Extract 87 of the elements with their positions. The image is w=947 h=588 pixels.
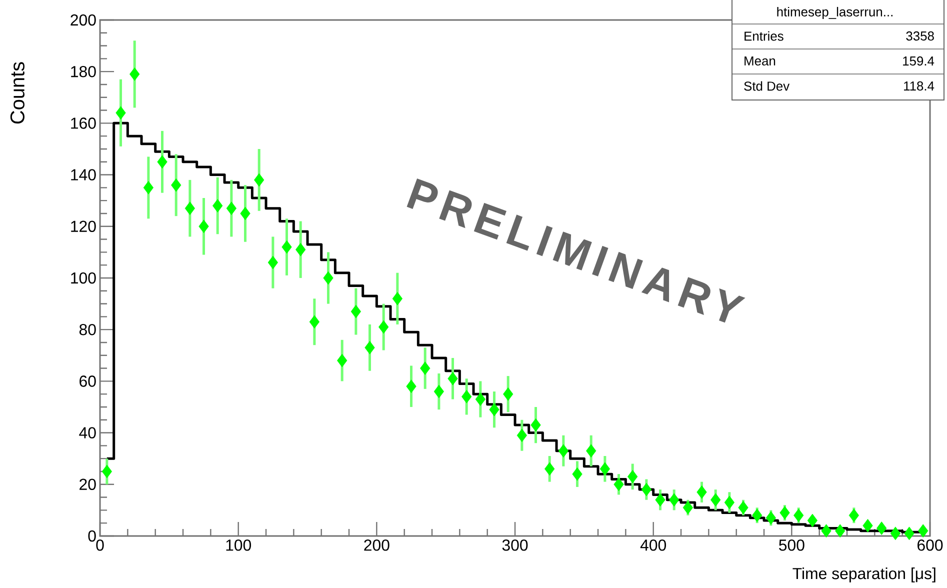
point [572, 467, 582, 481]
point [378, 320, 389, 334]
point [309, 315, 320, 329]
point [406, 380, 416, 394]
point [296, 242, 306, 256]
point [682, 500, 694, 514]
point [710, 493, 721, 507]
point [752, 508, 762, 522]
point [544, 462, 555, 476]
point [876, 522, 887, 535]
y-tick-label: 40 [79, 427, 96, 438]
point [323, 271, 334, 285]
point [516, 428, 527, 442]
point [558, 444, 568, 458]
annotation: Mean [744, 56, 776, 66]
point [489, 402, 500, 416]
point [157, 155, 168, 169]
point [696, 485, 707, 499]
point [116, 106, 126, 120]
point [807, 514, 818, 528]
x-tick-label: 300 [502, 540, 528, 551]
point [448, 372, 458, 386]
point [766, 511, 776, 525]
point [724, 496, 735, 510]
point [254, 173, 264, 187]
point [904, 526, 914, 540]
x-axis-title: Time separation [μs] [792, 568, 936, 582]
point [364, 340, 375, 354]
point [475, 392, 486, 406]
point [282, 240, 292, 254]
y-tick-label: 0 [88, 530, 96, 542]
point [350, 304, 362, 318]
point [240, 206, 250, 220]
point [102, 464, 112, 478]
point [890, 526, 900, 540]
point [198, 220, 209, 234]
x-tick-label: 0 [96, 540, 104, 551]
point [669, 493, 680, 507]
x-tick-label: 100 [226, 540, 252, 551]
point [628, 470, 638, 484]
y-tick-label: 160 [71, 118, 96, 129]
point [462, 390, 472, 404]
point [918, 524, 928, 538]
point [821, 524, 832, 538]
point [184, 202, 195, 216]
point [212, 199, 223, 212]
annotation: 118.4 [904, 81, 934, 91]
annotation: 3358 [906, 31, 934, 41]
point [835, 524, 846, 538]
point [586, 444, 596, 458]
x-tick-label: 500 [779, 540, 804, 551]
point [655, 493, 666, 507]
point [862, 518, 873, 532]
annotation: Std Dev [744, 81, 790, 91]
point [794, 508, 804, 522]
point [171, 178, 182, 192]
y-tick-label: 200 [70, 14, 96, 26]
point [641, 482, 652, 496]
y-tick-label: 140 [71, 169, 96, 180]
point [226, 202, 236, 216]
point [143, 180, 154, 194]
x-tick-label: 600 [918, 540, 943, 551]
point [420, 362, 430, 375]
point [530, 418, 541, 432]
point [130, 67, 140, 81]
y-axis-title: Counts [10, 62, 24, 124]
text: htimesep_laserrun... [777, 6, 892, 20]
y-tick-label: 180 [71, 66, 96, 78]
y-tick-label: 60 [80, 376, 96, 387]
point [614, 478, 624, 492]
x-tick-label: 400 [640, 540, 666, 551]
point [337, 354, 348, 368]
y-tick-label: 20 [80, 478, 96, 490]
point [268, 256, 278, 270]
annotation: Entries [744, 31, 784, 41]
point [434, 384, 444, 398]
point [848, 508, 859, 522]
y-tick-label: 80 [79, 324, 96, 336]
point [503, 387, 514, 401]
point [738, 500, 748, 514]
x-tick-label: 200 [364, 540, 390, 551]
y-tick-label: 100 [71, 272, 96, 284]
point [780, 506, 790, 520]
y-tick-label: 120 [71, 220, 96, 232]
point [392, 292, 403, 306]
point [600, 462, 610, 476]
annotation: 159.4 [903, 56, 934, 66]
